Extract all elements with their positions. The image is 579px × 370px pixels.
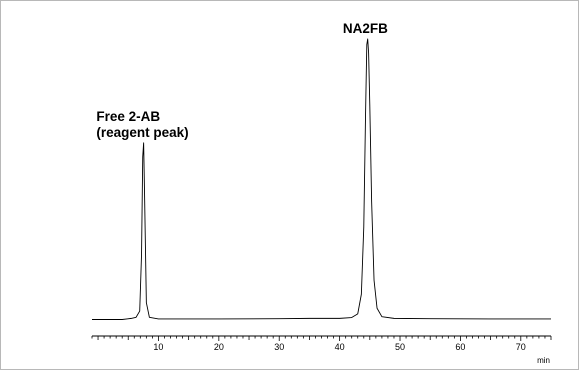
- x-tick-label: 40: [335, 342, 345, 352]
- x-tick-label: 70: [516, 342, 526, 352]
- x-tick-label: 10: [153, 342, 163, 352]
- x-tick-label: 50: [395, 342, 405, 352]
- peak-label-na2fb: NA2FB: [343, 21, 388, 36]
- x-tick-label: 30: [274, 342, 284, 352]
- annotation-line: NA2FB: [343, 21, 388, 36]
- x-tick-label: 60: [455, 342, 465, 352]
- x-tick-label: 20: [214, 342, 224, 352]
- annotation-line: Free 2-AB: [96, 109, 160, 124]
- annotation-line: (reagent peak): [96, 125, 188, 140]
- x-unit-label: min: [537, 356, 550, 365]
